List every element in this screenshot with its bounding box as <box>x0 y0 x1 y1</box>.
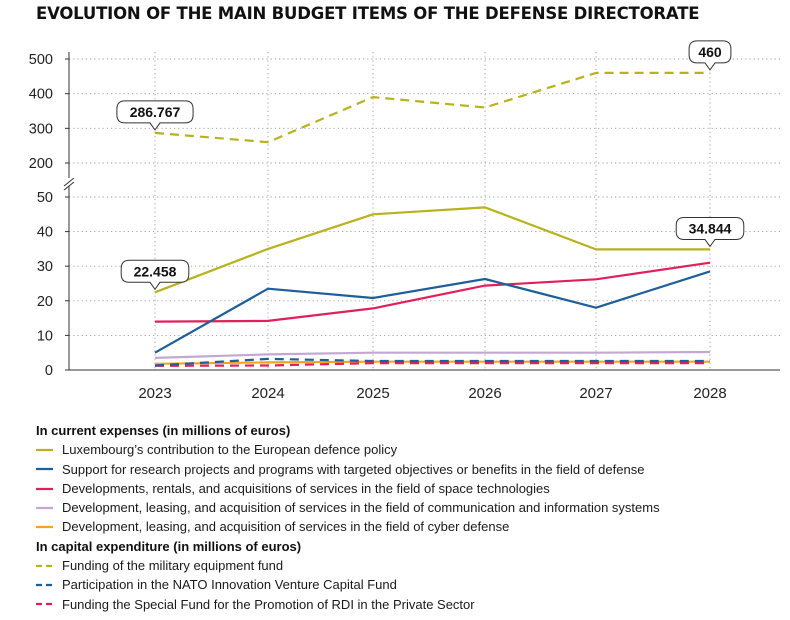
legend-label: Development, leasing, and acquisition of… <box>62 500 660 516</box>
callout-label: 22.458 <box>134 263 177 279</box>
legend-swatch <box>36 465 53 473</box>
y-tick-label: 50 <box>37 190 53 206</box>
legend-swatch <box>36 504 53 512</box>
legend-swatch <box>36 523 53 531</box>
y-tick-label: 400 <box>29 87 53 103</box>
legend-item: Luxembourg’s contribution to the Europea… <box>36 440 790 459</box>
callout-label: 286.767 <box>130 104 181 120</box>
chart-title: EVOLUTION OF THE MAIN BUDGET ITEMS OF TH… <box>36 4 700 23</box>
series-line-6 <box>154 357 710 367</box>
callout-label: 460 <box>698 44 722 60</box>
legend-swatch <box>36 485 53 493</box>
series-line-2 <box>154 261 711 323</box>
y-tick-label: 300 <box>29 121 53 137</box>
y-tick-label: 200 <box>29 156 53 172</box>
callout-bubble <box>120 259 190 291</box>
callout-bubble <box>675 216 745 248</box>
legend-label: Luxembourg’s contribution to the Europea… <box>62 442 398 458</box>
y-tick-label: 30 <box>37 259 53 275</box>
x-tick-label: 2027 <box>579 385 612 402</box>
x-tick-label: 2024 <box>251 385 284 402</box>
legend-item: Funding of the military equipment fund <box>36 556 790 575</box>
legend-label: Development, leasing, and acquisition of… <box>62 519 510 535</box>
legend-heading: In current expenses (in millions of euro… <box>36 423 291 438</box>
legend-label: Developments, rentals, and acquisitions … <box>62 480 550 496</box>
axes <box>63 52 780 371</box>
series-line-7 <box>154 362 710 367</box>
tick-labels: 0 10 20 30 40 50 200 300 400 500 2023 2024 2025 2026 2… <box>29 52 727 402</box>
legend-item: Development, leasing, and acquisition of… <box>36 498 790 517</box>
callout-bubble <box>116 100 194 131</box>
series-line-5 <box>154 71 710 144</box>
y-tick-label: 20 <box>37 294 53 310</box>
legend-item: Developments, rentals, and acquisitions … <box>36 479 790 498</box>
axis-break-mark <box>63 177 75 187</box>
series-lines <box>154 71 711 367</box>
callout-0: 286.767 <box>116 100 194 131</box>
legend-label: Funding of the military equipment fund <box>62 558 284 574</box>
y-tick-label: 500 <box>29 52 53 68</box>
legend-item: Funding the Special Fund for the Promoti… <box>36 595 790 614</box>
legend-swatch <box>36 600 53 608</box>
callout-2: 22.458 <box>120 259 190 291</box>
legend-label: Funding the Special Fund for the Promoti… <box>62 596 475 612</box>
x-tick-label: 2026 <box>468 385 501 402</box>
y-tick-label: 10 <box>37 328 53 344</box>
legend-swatch <box>36 562 53 570</box>
x-tick-label: 2025 <box>356 385 389 402</box>
axis-break-mark <box>63 181 75 191</box>
legend: In current expenses (in millions of euro… <box>36 421 790 614</box>
data-callouts: 286.767 460 22.458 34.844 <box>116 40 745 291</box>
series-line-3 <box>154 350 711 359</box>
y-tick-label: 40 <box>37 225 53 241</box>
legend-label: Support for research projects and progra… <box>62 461 645 477</box>
series-line-1 <box>154 270 711 354</box>
callout-bubble <box>688 40 732 71</box>
y-tick-label: 0 <box>45 363 53 379</box>
legend-label: Participation in the NATO Innovation Ven… <box>62 577 397 593</box>
series-line-0 <box>154 206 710 294</box>
x-tick-label: 2028 <box>693 385 726 402</box>
legend-swatch <box>36 446 53 454</box>
x-tick-label: 2023 <box>138 385 171 402</box>
callout-1: 460 <box>688 40 732 71</box>
callout-label: 34.844 <box>689 220 732 236</box>
legend-heading: In capital expenditure (in millions of e… <box>36 538 302 554</box>
legend-item: Development, leasing, and acquisition of… <box>36 517 790 536</box>
legend-swatch <box>36 581 53 589</box>
line-chart: 0 10 20 30 40 50 200 300 400 500 2023 2024 2025 2026 2… <box>29 40 780 402</box>
legend-item: Support for research projects and progra… <box>36 460 790 479</box>
legend-item: Participation in the NATO Innovation Ven… <box>36 575 790 594</box>
callout-3: 34.844 <box>675 216 745 248</box>
